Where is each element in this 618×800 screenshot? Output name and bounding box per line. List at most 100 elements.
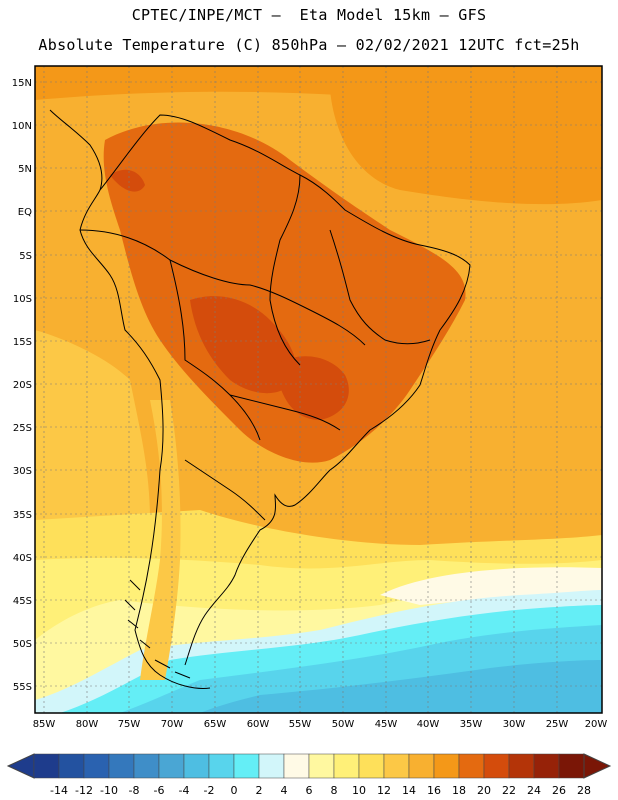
colorbar-label: 18 [452, 784, 466, 797]
map-frame [34, 65, 603, 714]
colorbar-high-arrow [583, 753, 612, 779]
colorbar-label: -12 [75, 784, 93, 797]
colorbar-label: 20 [477, 784, 491, 797]
colorbar-swatch [183, 753, 210, 779]
colorbar-swatch [533, 753, 560, 779]
colorbar-label: 6 [306, 784, 313, 797]
colorbar-swatch [358, 753, 385, 779]
lon-label-65w: 65W [204, 719, 227, 730]
colorbar-swatch [483, 753, 510, 779]
atlantic-coast [99, 114, 471, 666]
lon-label-75w: 75W [118, 719, 141, 730]
colorbar-swatch [158, 753, 185, 779]
lon-label-45w: 45W [375, 719, 398, 730]
colorbar-label: 22 [502, 784, 516, 797]
lon-label-60w: 60W [247, 719, 270, 730]
map-title-line-2: Absolute Temperature (C) 850hPa – 02/02/… [38, 36, 580, 54]
border-central [269, 174, 301, 366]
colorbar-swatch [458, 753, 485, 779]
colorbar-label: 2 [256, 784, 263, 797]
continent-hot-region [103, 122, 466, 463]
colorbar-swatch [508, 753, 535, 779]
lon-label-70w: 70W [161, 719, 184, 730]
colorbar-label: 8 [331, 784, 338, 797]
colorbar-label: -10 [100, 784, 118, 797]
latitude-labels: 15N 10N 5N EQ 5S 10S 15S 20S 25S 30S 35S… [12, 78, 32, 693]
colorbar-label: 26 [552, 784, 566, 797]
lat-label-10n: 10N [12, 121, 32, 132]
lat-label-55s: 55S [13, 682, 32, 693]
colorbar-swatch [558, 753, 585, 779]
lon-label-40w: 40W [417, 719, 440, 730]
colorbar-swatch [433, 753, 460, 779]
hot-core-west [190, 296, 297, 394]
colorbar-swatch [258, 753, 285, 779]
lat-label-15s: 15S [13, 337, 32, 348]
lon-label-80w: 80W [76, 719, 99, 730]
lat-label-5n: 5N [18, 164, 32, 175]
colorbar-label: 24 [527, 784, 541, 797]
colorbar-label: 14 [402, 784, 416, 797]
colorbar-swatch [308, 753, 335, 779]
lat-label-15n: 15N [12, 78, 32, 89]
pacific-light-band [35, 330, 150, 520]
map-title-line-1: CPTEC/INPE/MCT – Eta Model 15km – GFS [131, 6, 487, 24]
colorbar-label: 28 [577, 784, 591, 797]
border-west [169, 259, 261, 441]
colorbar-labels: -14 -12 -10 -8 -6 -4 -2 0 2 4 6 8 10 12 14 16 18 20 22 24 26… [50, 784, 591, 797]
border-south [229, 394, 341, 431]
lat-label-50s: 50S [13, 639, 32, 650]
lon-label-50w: 50W [332, 719, 355, 730]
colorbar-swatch [283, 753, 310, 779]
lat-label-25s: 25S [13, 423, 32, 434]
colorbar-swatch [33, 753, 60, 779]
colorbar-label: 0 [231, 784, 238, 797]
atlantic-warm-band [330, 75, 602, 205]
lat-label-5s: 5S [19, 251, 32, 262]
lon-label-25w: 25W [546, 719, 569, 730]
lon-label-85w: 85W [33, 719, 56, 730]
colorbar-swatch [208, 753, 235, 779]
lat-label-10s: 10S [13, 294, 32, 305]
lat-label-30s: 30S [13, 466, 32, 477]
border-north [79, 229, 366, 346]
colorbar-label: -2 [204, 784, 215, 797]
colorbar-label: -14 [50, 784, 68, 797]
colorbar-swatch [58, 753, 85, 779]
colorbar-label: -8 [129, 784, 140, 797]
colorbar-low-arrow [6, 753, 35, 779]
lat-label-40s: 40S [13, 553, 32, 564]
coastlines [49, 109, 471, 689]
colorbar-swatch [233, 753, 260, 779]
lat-label-45s: 45S [13, 596, 32, 607]
lat-label-eq: EQ [18, 207, 32, 218]
lon-label-55w: 55W [289, 719, 312, 730]
colorbar-label: -6 [154, 784, 165, 797]
lon-label-30w: 30W [503, 719, 526, 730]
colorbar-swatch [133, 753, 160, 779]
colorbar-boxes [33, 753, 585, 779]
border-east [329, 229, 431, 345]
colorbar-label: 16 [427, 784, 441, 797]
coldest-band [200, 660, 602, 713]
colorbar-label: 12 [377, 784, 391, 797]
colorbar: -14 -12 -10 -8 -6 -4 -2 0 2 4 6 8 10 12 14 16 18 20 22 24 26… [6, 753, 612, 797]
lat-label-20s: 20S [13, 380, 32, 391]
north-warm-band [35, 66, 602, 100]
hot-core-north [110, 169, 145, 192]
colorbar-swatch [333, 753, 360, 779]
colorbar-swatch [83, 753, 110, 779]
patagonia-islands [124, 579, 191, 679]
colorbar-label: 4 [281, 784, 288, 797]
colorbar-label: 10 [352, 784, 366, 797]
border-argentina [184, 459, 266, 521]
colorbar-swatch [383, 753, 410, 779]
colorbar-swatch [108, 753, 135, 779]
hot-core-central [275, 356, 349, 420]
colorbar-label: -4 [179, 784, 190, 797]
colorbar-swatch [408, 753, 435, 779]
lon-label-35w: 35W [460, 719, 483, 730]
longitude-labels: 85W 80W 75W 70W 65W 60W 55W 50W 45W 40W … [33, 719, 608, 730]
lon-label-20w: 20W [585, 719, 608, 730]
